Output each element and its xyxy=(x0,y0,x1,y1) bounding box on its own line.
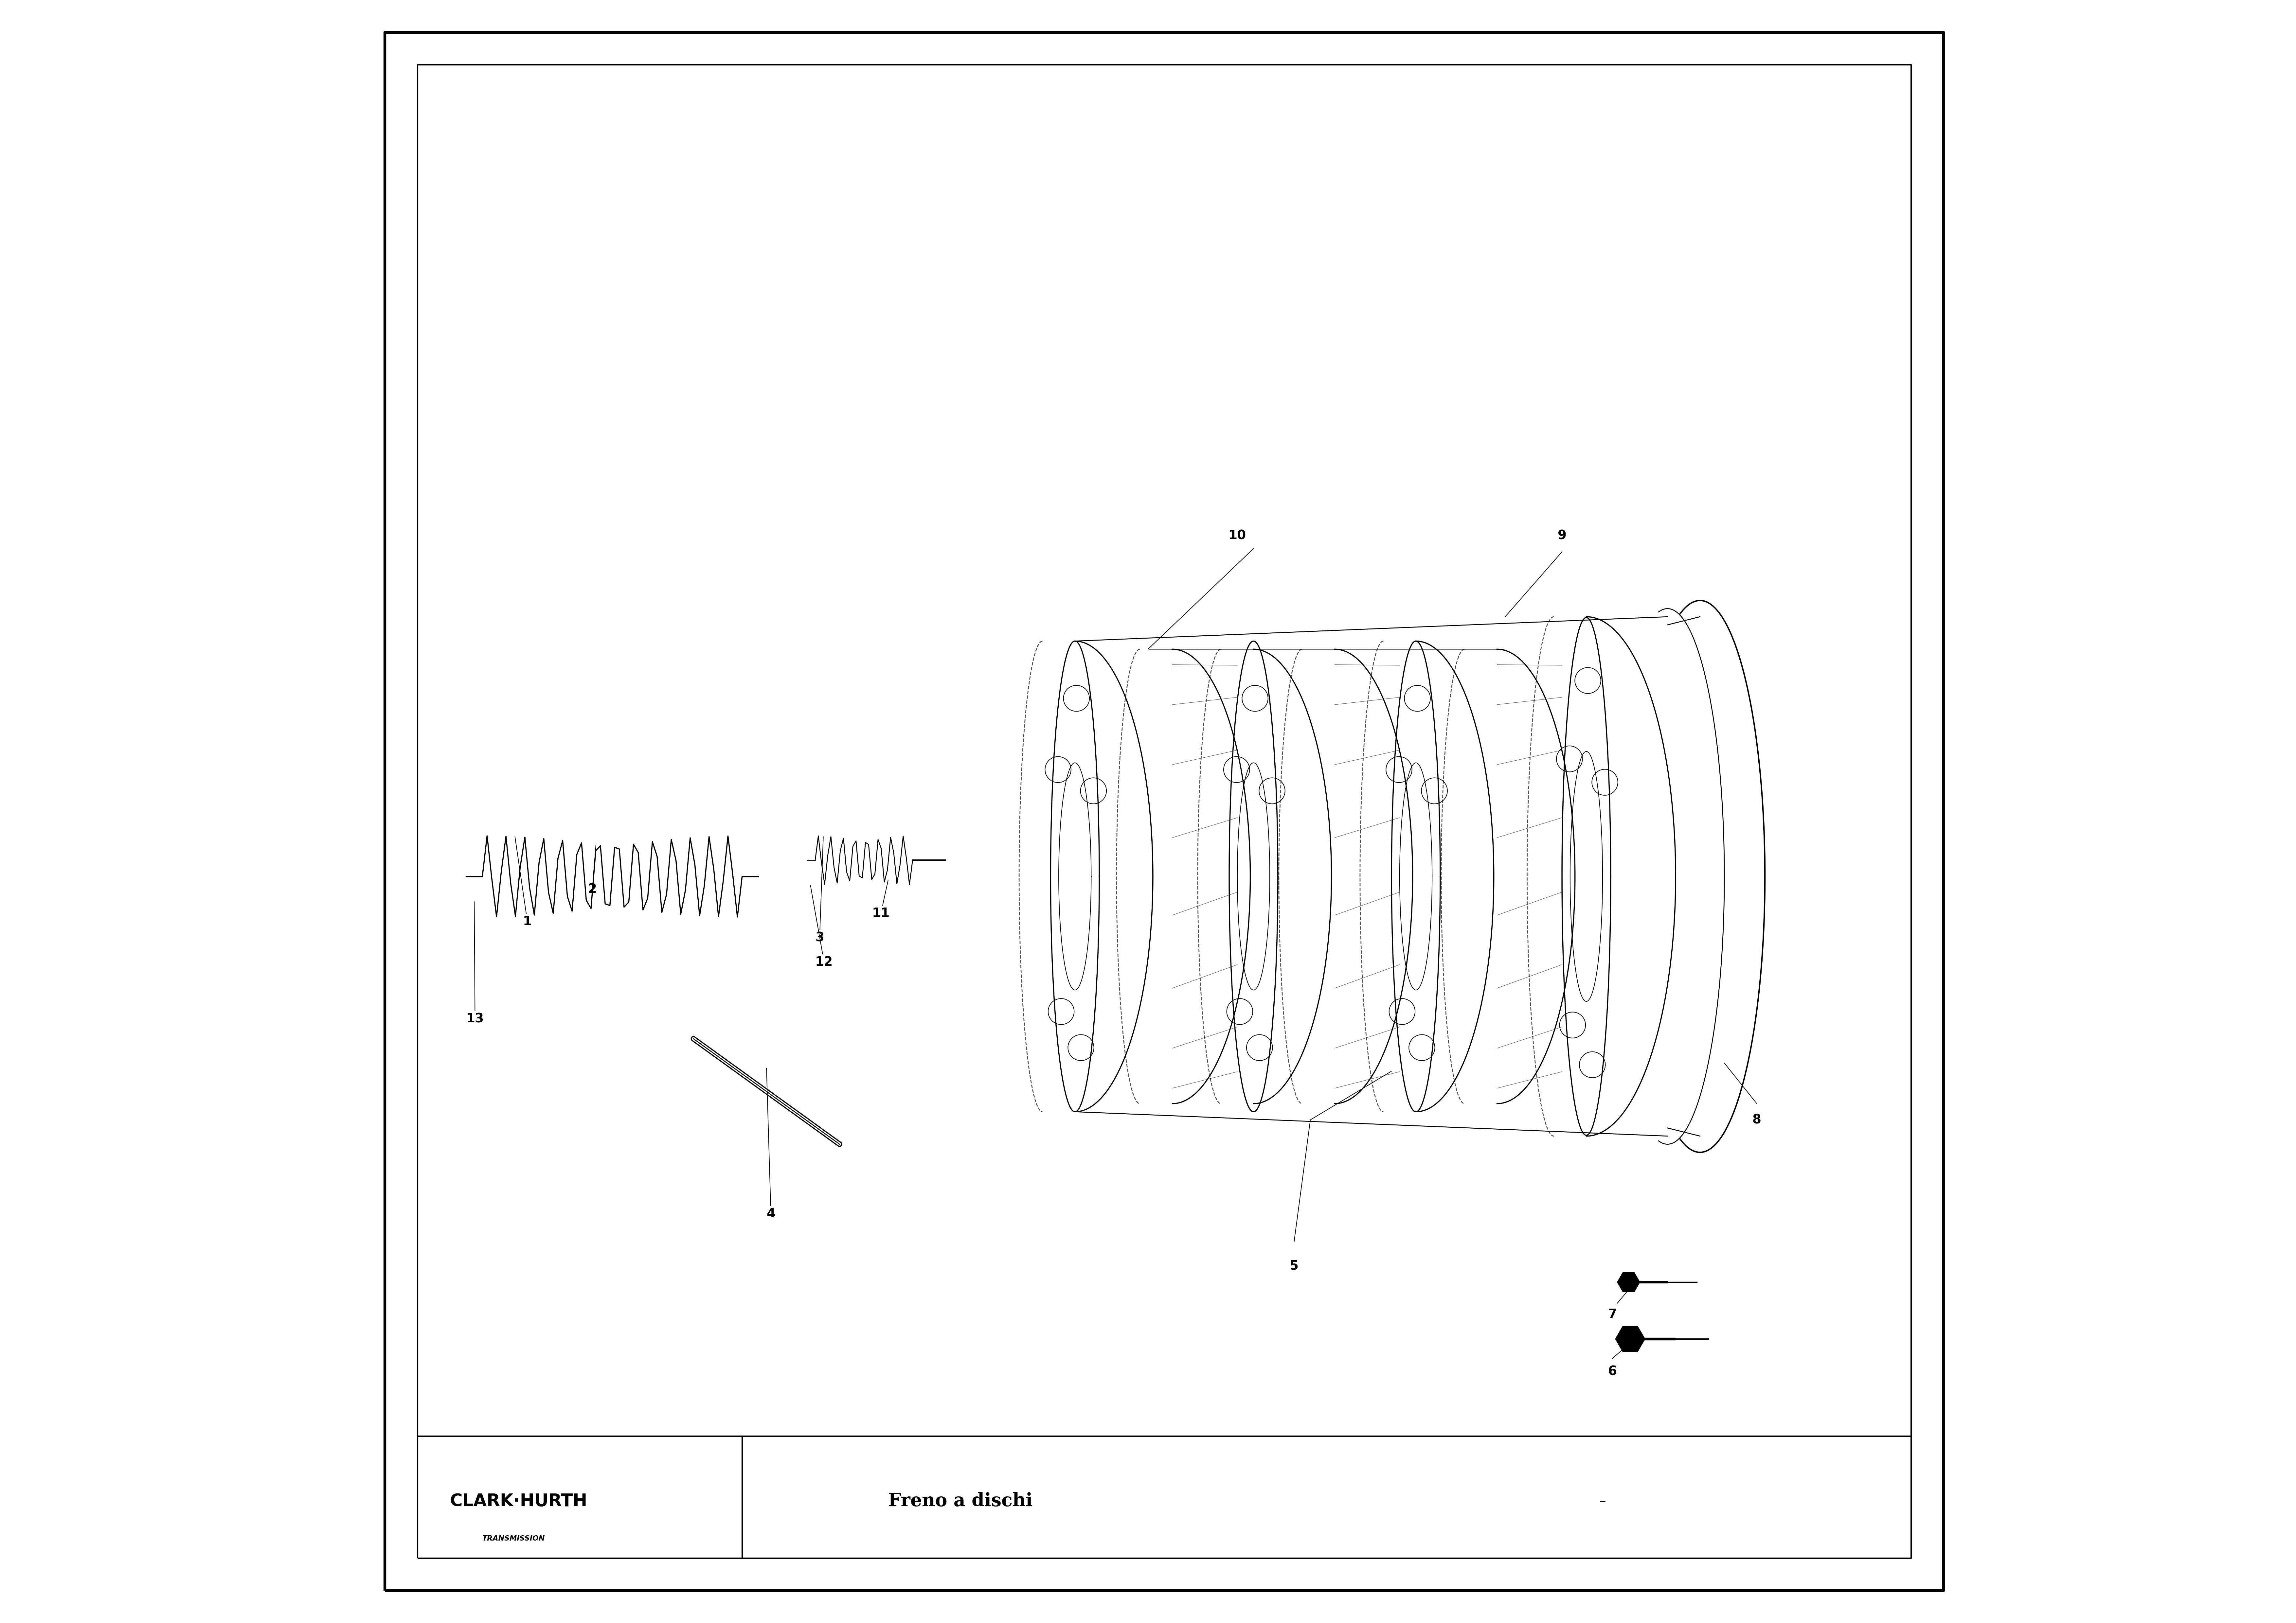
Text: 4: 4 xyxy=(767,1068,776,1220)
Text: 6: 6 xyxy=(1607,1365,1616,1378)
Text: 8: 8 xyxy=(1752,1113,1761,1126)
Text: TRANSMISSION: TRANSMISSION xyxy=(482,1535,544,1542)
Text: 5: 5 xyxy=(1290,1259,1300,1272)
Text: Freno a dischi: Freno a dischi xyxy=(889,1492,1033,1511)
Text: 9: 9 xyxy=(1557,529,1566,542)
Polygon shape xyxy=(1616,1326,1644,1352)
Text: 2: 2 xyxy=(588,846,597,896)
Text: CLARK·HURTH: CLARK·HURTH xyxy=(450,1493,588,1509)
Text: 3: 3 xyxy=(815,837,824,945)
Text: 1: 1 xyxy=(514,837,533,928)
Text: 13: 13 xyxy=(466,902,484,1026)
Text: 11: 11 xyxy=(872,881,891,920)
Text: 7: 7 xyxy=(1607,1308,1616,1321)
Text: 12: 12 xyxy=(810,886,833,969)
Text: –: – xyxy=(1600,1495,1605,1508)
Polygon shape xyxy=(1616,1272,1639,1292)
Text: 10: 10 xyxy=(1228,529,1247,542)
